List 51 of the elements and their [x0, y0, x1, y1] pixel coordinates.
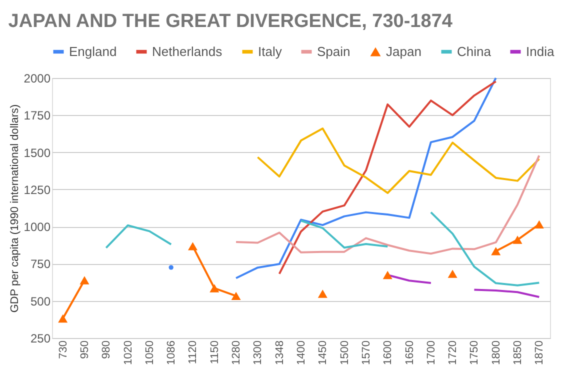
x-tick-label: 1348: [274, 340, 286, 365]
y-tick-label: 750: [30, 257, 51, 272]
legend-label: Italy: [258, 44, 282, 59]
point: [491, 246, 501, 256]
x-tick-label: 1750: [468, 340, 481, 365]
x-tick-label: 1150: [208, 340, 221, 364]
legend-label: England: [69, 44, 117, 59]
chart-title: JAPAN AND THE GREAT DIVERGENCE, 730-1874: [8, 11, 453, 32]
legend-label: Japan: [386, 44, 422, 59]
x-tick-label: 1700: [425, 340, 438, 365]
y-tick-label: 1000: [24, 220, 51, 234]
x-tick-label: 1500: [338, 340, 351, 365]
x-tick-label: 1600: [382, 340, 394, 365]
x-tick-label: 1800: [490, 340, 502, 365]
point: [448, 270, 458, 278]
point: [318, 290, 328, 298]
legend-label: Spain: [317, 44, 350, 59]
line-series: [278, 80, 497, 275]
line-series: [235, 154, 540, 255]
x-tick-label: 1450: [317, 340, 330, 365]
line-series: [256, 128, 540, 194]
x-tick-label: 1086: [166, 340, 178, 365]
point: [58, 314, 68, 323]
x-tick-label: 1400: [296, 340, 308, 365]
x-tick-label: 1300: [252, 340, 264, 365]
point: [382, 270, 392, 280]
y-axis-title: GDP per capita (1990 international dollars): [8, 104, 21, 313]
x-tick-label: 950: [78, 340, 91, 359]
x-tick-label: 1120: [187, 340, 200, 364]
x-tick-label: 1280: [230, 340, 243, 365]
y-tick-label: 250: [30, 332, 51, 346]
y-tick-label: 500: [30, 294, 51, 308]
point: [80, 276, 90, 284]
x-tick-label: 1570: [360, 340, 372, 365]
x-tick-label: 1850: [512, 340, 524, 365]
x-tick-label: 980: [100, 340, 113, 359]
x-tick-label: 1870: [534, 340, 546, 365]
y-tick-label: 2000: [24, 72, 51, 86]
x-tick-label: 1020: [122, 340, 134, 365]
y-tick-label: 1250: [24, 182, 51, 197]
x-tick-label: 1050: [144, 340, 156, 365]
x-tick-label: 1720: [447, 340, 460, 365]
legend-label: Netherlands: [152, 44, 223, 59]
y-tick-label: 1750: [24, 108, 51, 123]
point: [534, 220, 544, 228]
x-tick-label: 1650: [404, 340, 416, 365]
x-tick-label: 730: [57, 340, 70, 359]
legend-label: China: [457, 44, 492, 59]
y-tick-label: 1500: [24, 146, 51, 160]
legend-label: India: [526, 44, 555, 59]
point: [512, 236, 522, 244]
